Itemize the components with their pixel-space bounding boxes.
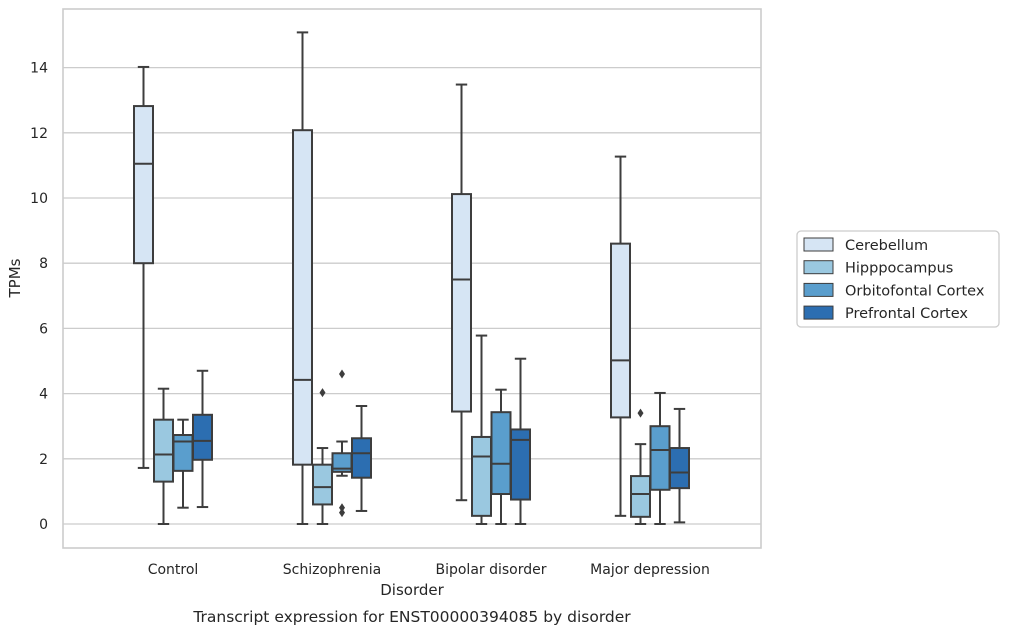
legend-swatch xyxy=(803,305,834,320)
outlier-point xyxy=(637,408,644,418)
plot-area xyxy=(62,8,762,549)
y-axis-title: TPMs xyxy=(6,258,24,298)
x-axis-title: Disorder xyxy=(380,581,444,599)
box-hipppocampus-1 xyxy=(312,388,333,525)
y-tick-label: 8 xyxy=(39,256,48,272)
box-iqr xyxy=(510,428,531,501)
box-cerebellum-3 xyxy=(610,155,631,517)
y-tick-label: 12 xyxy=(30,126,48,142)
box-orbitofontal-cortex-1 xyxy=(331,369,353,518)
legend-swatch xyxy=(803,282,834,297)
legend-frame xyxy=(796,230,1000,328)
chart-caption: Transcript expression for ENST0000039408… xyxy=(192,608,631,626)
box-prefrontal-cortex-3 xyxy=(669,407,690,524)
y-tick-label: 0 xyxy=(39,517,48,533)
outlier-point xyxy=(339,369,345,379)
legend: Cerebellum Hipppocampus Orbitofontal Corte… xyxy=(796,230,1000,328)
box-iqr xyxy=(172,434,194,472)
box-cerebellum-1 xyxy=(292,31,313,525)
y-tick-label: 14 xyxy=(30,61,48,77)
box-prefrontal-cortex-1 xyxy=(351,404,372,512)
x-tick-label: Control xyxy=(148,562,199,578)
x-axis-ticks: Control Schizophrenia Bipolar disorder Majo… xyxy=(148,562,710,578)
box-orbitofontal-cortex-2 xyxy=(490,388,512,525)
box-iqr xyxy=(669,447,690,490)
legend-label: Cerebellum xyxy=(845,238,928,254)
y-tick-label: 6 xyxy=(39,321,48,337)
box-cerebellum-2 xyxy=(451,83,472,502)
box-iqr xyxy=(610,242,631,419)
box-hipppocampus-0 xyxy=(153,387,174,525)
box-prefrontal-cortex-0 xyxy=(192,369,213,509)
box-iqr xyxy=(312,463,333,506)
box-iqr xyxy=(133,105,154,265)
legend-item: Cerebellum xyxy=(803,237,928,254)
outlier-point xyxy=(319,388,326,398)
x-tick-label: Bipolar disorder xyxy=(435,562,546,578)
legend-swatch xyxy=(803,237,834,252)
outlier-point xyxy=(339,508,345,518)
outlier-point xyxy=(339,503,345,513)
box-orbitofontal-cortex-0 xyxy=(172,418,194,509)
x-tick-label: Schizophrenia xyxy=(283,562,381,578)
y-tick-label: 4 xyxy=(39,387,48,403)
box-orbitofontal-cortex-3 xyxy=(649,391,671,525)
box-hipppocampus-3 xyxy=(630,408,651,525)
box-iqr xyxy=(630,475,651,518)
box-iqr xyxy=(153,418,174,483)
y-tick-label: 2 xyxy=(39,452,48,468)
legend-label: Hipppocampus xyxy=(845,261,953,277)
box-iqr xyxy=(192,413,213,461)
box-hipppocampus-2 xyxy=(471,334,492,525)
box-iqr xyxy=(351,437,372,479)
legend-item: Orbitofontal Cortex xyxy=(803,282,985,299)
box-cerebellum-0 xyxy=(133,65,154,469)
box-iqr xyxy=(490,411,512,496)
box-iqr xyxy=(471,435,492,517)
x-tick-label: Major depression xyxy=(590,562,710,578)
legend-label: Prefrontal Cortex xyxy=(845,306,968,322)
legend-label: Orbitofontal Cortex xyxy=(845,283,985,299)
legend-item: Hipppocampus xyxy=(803,260,953,277)
y-tick-label: 10 xyxy=(30,191,48,207)
y-axis-ticks: 0 2 4 6 8 10 12 14 xyxy=(30,61,48,533)
legend-item: Prefrontal Cortex xyxy=(803,305,968,322)
box-iqr xyxy=(292,129,313,466)
box-prefrontal-cortex-2 xyxy=(510,357,531,525)
box-iqr xyxy=(649,425,671,491)
legend-swatch xyxy=(803,260,834,275)
box-iqr xyxy=(451,193,472,413)
boxes xyxy=(133,31,690,525)
